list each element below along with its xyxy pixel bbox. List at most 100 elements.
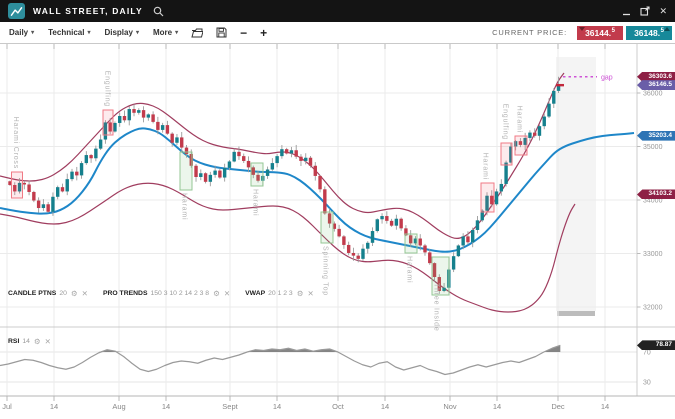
- bollinger-lower-line: [0, 182, 576, 313]
- svg-text:Dec: Dec: [551, 402, 565, 411]
- shade-bottom-bar: [557, 311, 595, 316]
- svg-text:Sept: Sept: [222, 402, 238, 411]
- svg-text:Harami Cross: Harami Cross: [12, 117, 19, 169]
- settings-gear-icon[interactable]: ⚙: [33, 337, 41, 346]
- svg-text:Harami: Harami: [516, 106, 523, 133]
- remove-indicator-icon[interactable]: ✕: [81, 289, 88, 298]
- svg-text:Three Inside: Three Inside: [433, 283, 440, 332]
- pattern-annotation-harami: Harami: [179, 151, 193, 220]
- svg-text:Harami: Harami: [482, 153, 489, 180]
- pattern-annotation-harami-cross: Harami Cross: [11, 117, 23, 199]
- svg-text:70: 70: [643, 350, 651, 357]
- legend-rsi: RSI 14 ⚙ ✕: [8, 337, 51, 346]
- menu-technical[interactable]: Technical ▾: [48, 28, 90, 37]
- svg-text:Nov: Nov: [443, 402, 457, 411]
- rsi-line: [0, 344, 561, 376]
- svg-text:Harami: Harami: [406, 256, 413, 283]
- indicator-name: PRO TRENDS: [102, 290, 148, 297]
- gridlines: [0, 44, 637, 401]
- buy-direction-arrow: [664, 26, 670, 31]
- svg-text:14: 14: [493, 402, 501, 411]
- indicator-name: VWAP: [245, 290, 266, 297]
- svg-text:Jul: Jul: [2, 402, 12, 411]
- title-bar: WALL STREET, DAILY ✕: [0, 0, 675, 22]
- price-axis-labels: 36000 35000 34000 33000 32000 70 30: [637, 91, 663, 387]
- pattern-annotation-engulfing: Engulfing: [500, 104, 513, 166]
- search-icon[interactable]: [153, 6, 164, 17]
- legend-candle-ptns: CANDLE PTNS 20 ⚙ ✕: [8, 289, 88, 298]
- open-folder-icon[interactable]: [191, 28, 204, 38]
- indicator-params: 14: [22, 338, 30, 345]
- popout-button[interactable]: [640, 6, 651, 16]
- svg-text:36000: 36000: [643, 91, 663, 98]
- svg-text:Oct: Oct: [332, 402, 345, 411]
- menu-label: More: [152, 28, 173, 37]
- settings-gear-icon[interactable]: ⚙: [213, 289, 220, 298]
- svg-text:14: 14: [273, 402, 281, 411]
- sell-price-button[interactable]: 36144.5: [577, 25, 623, 40]
- minimize-button[interactable]: [622, 7, 631, 16]
- remove-indicator-icon[interactable]: ✕: [223, 289, 231, 298]
- svg-text:Engulfing: Engulfing: [104, 71, 111, 107]
- current-period-shade: [556, 57, 596, 311]
- indicator-params: 20 1 2 3: [268, 290, 293, 297]
- chevron-down-icon: ▾: [87, 30, 91, 36]
- window-controls: ✕: [622, 6, 667, 16]
- buy-price-value: 36148.5: [634, 27, 664, 38]
- svg-text:Engulfing: Engulfing: [502, 104, 509, 140]
- menu-label: Daily: [9, 28, 29, 37]
- legend-pro-trends: PRO TRENDS 150 3 10 2 14 2 3 8 ⚙ ✕: [103, 289, 230, 298]
- chart-toolbar: Daily ▾ Technical ▾ Display ▾ More ▾ − +…: [0, 22, 675, 44]
- last-price-badge: 36146.5: [637, 80, 675, 91]
- svg-text:Harami: Harami: [252, 189, 259, 216]
- indicator-legend: CANDLE PTNS 20 ⚙ ✕ PRO TRENDS 150 3 10 2…: [8, 289, 314, 298]
- menu-label: Display: [104, 28, 133, 37]
- remove-indicator-icon[interactable]: ✕: [44, 337, 51, 346]
- upper-band-badge: 36303.6: [637, 71, 675, 82]
- gap-label: gap: [601, 74, 613, 81]
- chart-app-icon: [8, 3, 25, 19]
- menu-daily[interactable]: Daily ▾: [9, 28, 34, 37]
- chevron-down-icon: ▾: [135, 30, 139, 36]
- settings-gear-icon[interactable]: ⚙: [70, 289, 78, 298]
- sell-price-value: 36144.5: [585, 27, 615, 38]
- pattern-annotation-harami: Harami: [514, 106, 528, 156]
- rsi-value-badge: 78.87: [637, 340, 675, 351]
- save-icon[interactable]: [216, 27, 227, 38]
- indicator-params: 20: [59, 290, 67, 297]
- svg-text:14: 14: [162, 402, 170, 411]
- indicator-name: RSI: [8, 338, 20, 345]
- buy-price-button[interactable]: 36148.5: [626, 25, 672, 40]
- zoom-out-button[interactable]: −: [240, 25, 248, 40]
- lower-band-badge: 34103.2: [637, 189, 675, 200]
- chevron-down-icon: ▾: [175, 30, 179, 36]
- menu-display[interactable]: Display ▾: [104, 28, 138, 37]
- zoom-in-button[interactable]: +: [260, 25, 268, 40]
- menu-more[interactable]: More ▾: [153, 28, 178, 37]
- time-axis-labels: Jul 14 Aug 14 Sept 14 Oct 14 Nov 14 Dec 14: [2, 402, 609, 411]
- svg-text:35000: 35000: [643, 144, 663, 151]
- rsi-legend: RSI 14 ⚙ ✕: [8, 337, 51, 346]
- indicator-params: 150 3 10 2 14 2 3 8: [150, 290, 210, 297]
- pattern-annotation-harami: Harami: [250, 162, 264, 216]
- svg-text:34000: 34000: [643, 198, 663, 205]
- remove-indicator-icon[interactable]: ✕: [307, 289, 314, 298]
- legend-vwap: VWAP 20 1 2 3 ⚙ ✕: [245, 289, 314, 298]
- candles-layer: [8, 76, 561, 294]
- svg-text:Harami: Harami: [181, 193, 188, 220]
- rsi-overbought-fill: [0, 345, 561, 352]
- svg-text:33000: 33000: [643, 251, 663, 258]
- svg-text:14: 14: [601, 402, 609, 411]
- settings-gear-icon[interactable]: ⚙: [296, 289, 304, 298]
- indicator-name: CANDLE PTNS: [8, 290, 57, 297]
- sell-direction-arrow: [579, 26, 585, 31]
- bollinger-upper-line: [0, 72, 565, 239]
- current-price-label: CURRENT PRICE:: [492, 28, 567, 37]
- svg-text:14: 14: [381, 402, 389, 411]
- pattern-annotation-engulfing: Engulfing: [102, 71, 114, 136]
- svg-text:Aug: Aug: [112, 402, 125, 411]
- svg-text:Spinning Top: Spinning Top: [322, 246, 329, 296]
- close-button[interactable]: ✕: [659, 6, 667, 16]
